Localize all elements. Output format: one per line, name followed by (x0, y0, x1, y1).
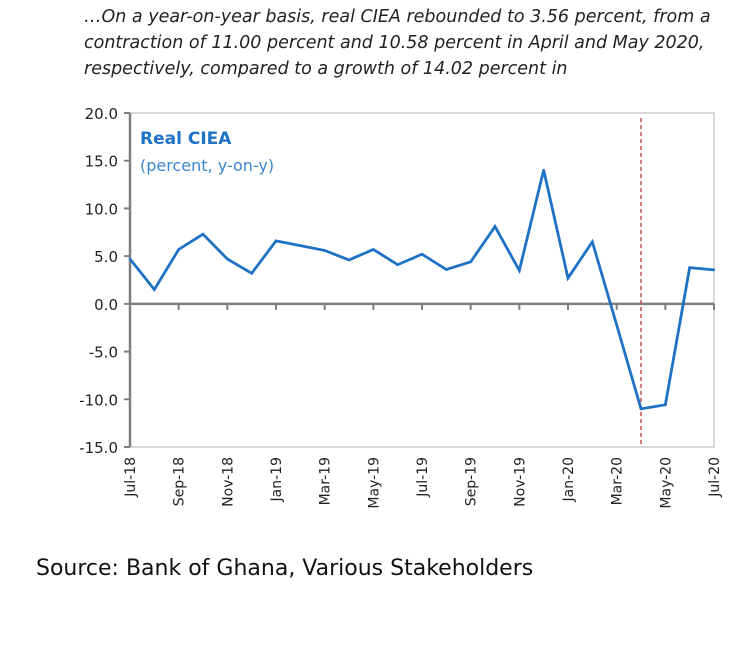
data-point (250, 272, 253, 275)
data-point (566, 276, 570, 280)
y-tick-label: 5.0 (94, 248, 118, 266)
data-point (639, 407, 643, 411)
data-point (153, 288, 156, 291)
data-point (664, 403, 667, 407)
data-point (469, 260, 472, 264)
data-point (226, 257, 229, 261)
data-point (615, 323, 618, 327)
x-tick-label: Mar-20 (610, 457, 626, 505)
data-point (177, 248, 180, 251)
caption: …On a year-on-year basis, real CIEA rebo… (84, 7, 711, 79)
x-tick-label: Nov-18 (220, 457, 236, 507)
data-point (201, 232, 205, 236)
x-tick-label: Jul-18 (123, 457, 139, 498)
y-tick-label: 0.0 (94, 296, 118, 314)
data-point (347, 258, 351, 262)
data-point (591, 240, 594, 244)
data-point (299, 244, 302, 247)
x-tick-label: Jan-19 (269, 457, 285, 502)
data-point (542, 168, 545, 172)
chart-title: Real CIEA (140, 129, 232, 149)
data-point (420, 253, 424, 256)
y-tick-label: 15.0 (85, 153, 118, 171)
data-point (372, 248, 375, 251)
series-line (128, 169, 715, 411)
x-tick-label: May-20 (658, 457, 674, 509)
x-tick-label: Sep-19 (464, 457, 480, 506)
data-point (323, 249, 326, 252)
chart-subtitle: (percent, y-on-y) (140, 156, 274, 175)
y-tick-label: -15.0 (79, 439, 118, 457)
data-point (712, 268, 716, 272)
y-tick-label: -5.0 (89, 344, 118, 362)
y-tick-label: 20.0 (85, 105, 118, 123)
data-point (445, 268, 448, 271)
y-tick-label: 10.0 (85, 200, 118, 218)
data-point (493, 225, 497, 228)
x-tick-label: Jul-19 (415, 457, 431, 498)
x-tick-label: May-19 (366, 457, 382, 509)
data-point (518, 269, 521, 272)
y-tick-label: -10.0 (79, 391, 118, 409)
data-point (688, 266, 691, 269)
x-tick-label: Sep-18 (172, 457, 188, 506)
x-tick-label: Nov-19 (512, 457, 528, 507)
source-note: Source: Bank of Ghana, Various Stakehold… (36, 556, 534, 581)
chart: 20.0 15.0 10.0 5.0 0.0 -5.0 -10.0 -15.0 Jul-18 Se… (79, 105, 723, 509)
x-tick-label: Jul-20 (707, 457, 723, 498)
x-tick-label: Mar-19 (318, 457, 334, 505)
data-point (396, 263, 399, 266)
data-point (274, 239, 278, 243)
x-tick-label: Jan-20 (561, 457, 577, 502)
data-point (128, 257, 132, 261)
